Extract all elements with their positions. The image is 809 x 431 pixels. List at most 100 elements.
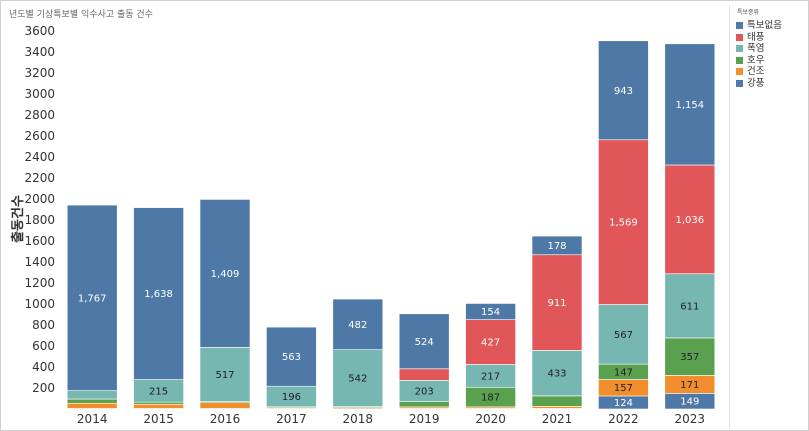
- chart-plot: 200 400 600 800 1000 1200 1400 1600 1800 2000 2200…: [10, 24, 716, 426]
- bar-segment[interactable]: [332, 298, 384, 350]
- x-tick-label: 2023: [675, 412, 706, 426]
- legend-label: 강풍: [747, 77, 765, 89]
- data-label: 1,154: [675, 100, 704, 111]
- legend-swatch: [736, 79, 743, 87]
- bar-segment[interactable]: [199, 402, 251, 409]
- data-label: 563: [282, 352, 301, 363]
- bar-segment[interactable]: [598, 40, 649, 141]
- y-tick-label: 2400: [24, 150, 55, 164]
- bar-segment[interactable]: [332, 349, 384, 407]
- legend-item[interactable]: 특보없음: [736, 20, 808, 32]
- data-label: 217: [481, 371, 500, 382]
- x-tick-label: 2017: [276, 412, 307, 426]
- legend-swatch: [736, 45, 743, 53]
- bar-segment[interactable]: [133, 401, 184, 405]
- x-tick-label: 2015: [143, 412, 174, 426]
- y-tick-label: 1200: [24, 276, 55, 290]
- data-label: 124: [614, 398, 633, 409]
- y-tick-label: 2600: [24, 129, 55, 143]
- bar-segment[interactable]: [66, 390, 118, 400]
- data-label: 187: [481, 393, 500, 404]
- y-tick-label: 200: [32, 381, 55, 395]
- y-tick-label: 1600: [24, 234, 55, 248]
- data-label: 567: [614, 330, 633, 341]
- bar-segment[interactable]: [398, 313, 450, 370]
- data-label: 1,767: [78, 293, 107, 304]
- y-tick-label: 3600: [24, 24, 55, 38]
- legend-label: 태풍: [747, 31, 765, 43]
- y-tick-label: 800: [32, 318, 55, 332]
- data-label: 1,569: [609, 218, 638, 229]
- y-tick-label: 600: [32, 339, 55, 353]
- data-label: 149: [680, 397, 699, 408]
- legend-swatch: [736, 68, 743, 76]
- bar-segment[interactable]: [266, 326, 317, 387]
- data-label: 433: [547, 369, 566, 380]
- x-tick-label: 2020: [475, 412, 506, 426]
- legend-swatch: [736, 33, 743, 41]
- bar-segment[interactable]: [465, 319, 516, 365]
- data-label: 611: [680, 301, 699, 312]
- bar-segment[interactable]: [664, 164, 716, 275]
- y-tick-label: 2200: [24, 171, 55, 185]
- bar-segment[interactable]: [133, 207, 184, 380]
- y-tick-label: 400: [32, 360, 55, 374]
- y-tick-label: 1800: [24, 213, 55, 227]
- y-tick-label: 3000: [24, 87, 55, 101]
- x-tick-label: 2019: [409, 412, 440, 426]
- x-tick-label: 2021: [542, 412, 573, 426]
- bar-segment[interactable]: [398, 401, 450, 408]
- bar-segment[interactable]: [199, 199, 251, 348]
- legend-label: 특보없음: [747, 20, 782, 32]
- data-label: 542: [348, 374, 367, 385]
- legend-swatch: [736, 56, 743, 64]
- bar-segment[interactable]: [398, 368, 450, 381]
- x-tick-label: 2014: [77, 412, 108, 426]
- data-label: 1,638: [144, 289, 173, 300]
- legend-item[interactable]: 건조: [736, 66, 808, 78]
- bar-segment[interactable]: [465, 303, 516, 320]
- data-label: 196: [282, 392, 301, 403]
- legend-item[interactable]: 폭염: [736, 43, 808, 55]
- legend-items: 특보없음 태풍 폭염 호우 건조 강풍: [730, 20, 808, 89]
- bar-segment[interactable]: [133, 403, 184, 409]
- legend-label: 폭염: [747, 43, 765, 55]
- bar-segment[interactable]: [664, 337, 716, 376]
- data-label: 171: [680, 380, 699, 391]
- legend-item[interactable]: 호우: [736, 55, 808, 67]
- legend-item[interactable]: 태풍: [736, 32, 808, 44]
- data-label: 203: [415, 386, 434, 397]
- legend-title: 특보종류: [737, 9, 760, 16]
- x-tick-label: 2022: [608, 412, 639, 426]
- data-label: 157: [614, 383, 633, 394]
- bar-segment[interactable]: [531, 350, 583, 397]
- legend-item[interactable]: 강풍: [736, 78, 808, 90]
- data-label: 215: [149, 386, 168, 397]
- bar-segment[interactable]: [598, 304, 649, 365]
- legend-label: 건조: [747, 66, 765, 78]
- y-tick-label: 3200: [24, 66, 55, 80]
- bar-segment[interactable]: [531, 235, 583, 256]
- bar-segment[interactable]: [66, 398, 118, 404]
- y-tick-label: 2800: [24, 108, 55, 122]
- chart-legend: 특보종류 특보없음 태풍 폭염 호우 건조 강풍: [729, 5, 808, 429]
- legend-label: 호우: [747, 54, 765, 66]
- bar-segment[interactable]: [531, 406, 583, 409]
- data-label: 357: [680, 352, 699, 363]
- y-tick-label: 1400: [24, 255, 55, 269]
- bar-segment[interactable]: [664, 43, 716, 166]
- data-label: 1,036: [675, 215, 704, 226]
- data-label: 911: [547, 298, 566, 309]
- data-label: 943: [614, 86, 633, 97]
- bar-segment[interactable]: [664, 273, 716, 339]
- chart-title: 년도별 기상특보별 익수사고 출동 건수: [9, 10, 153, 20]
- data-label: 1,409: [211, 269, 240, 280]
- bar-segment[interactable]: [531, 395, 583, 407]
- bar-segment[interactable]: [199, 347, 251, 402]
- bar-segment[interactable]: [598, 139, 649, 305]
- bar-segment[interactable]: [66, 402, 118, 409]
- bar-segment[interactable]: [66, 204, 118, 391]
- y-axis-title: 출동건수: [10, 195, 26, 243]
- bar-segment[interactable]: [531, 254, 583, 351]
